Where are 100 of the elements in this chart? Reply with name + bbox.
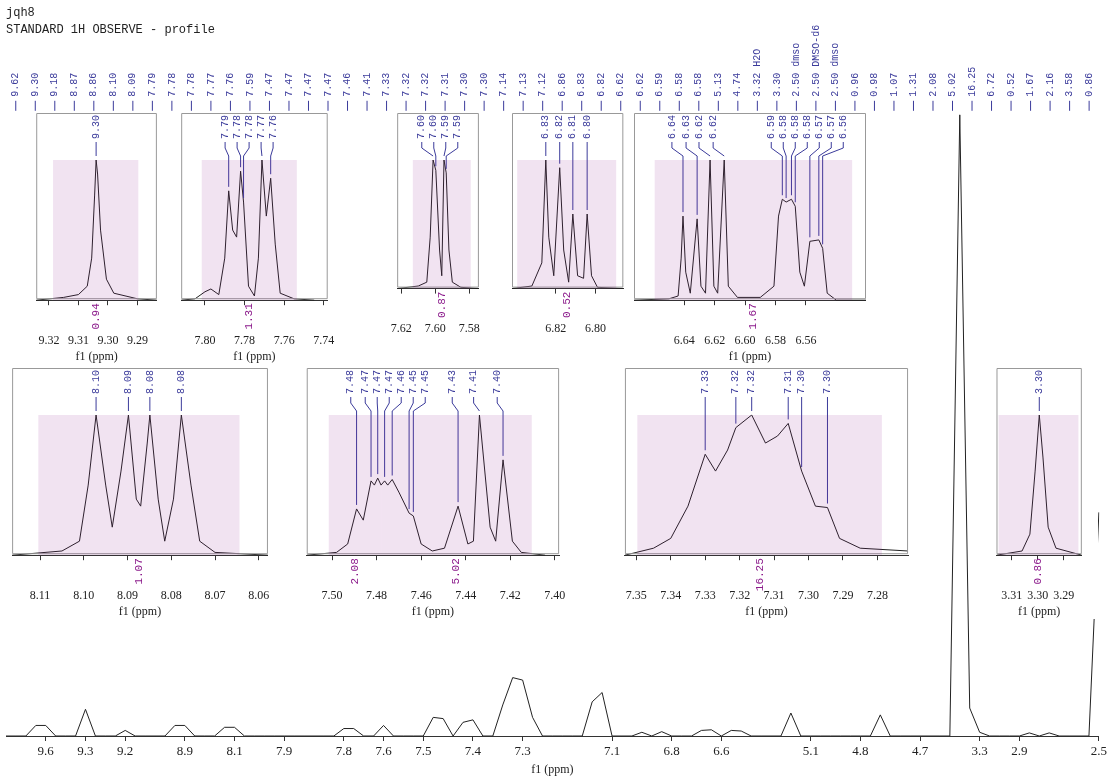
annotation: 7.43 xyxy=(446,369,458,394)
band-label: 2.08 xyxy=(348,558,361,585)
text: 7.30 xyxy=(478,72,490,97)
x-tick-label: 7.8 xyxy=(335,743,352,759)
annotation: 3.30 xyxy=(1033,369,1045,394)
text: 5.02 xyxy=(947,72,959,97)
x-tick-label: 8.9 xyxy=(176,743,193,759)
x-axis-title: f1 (ppm) xyxy=(118,603,162,618)
x-tick-label: 7.44 xyxy=(455,587,477,602)
text: 6.58 xyxy=(673,72,685,97)
text: 9.30 xyxy=(29,72,41,97)
annotation: 7.60 xyxy=(416,114,428,139)
annotation: 6.83 xyxy=(540,114,552,139)
x-tick-label: 3.29 xyxy=(1053,587,1075,602)
x-tick-label: 7.6 xyxy=(375,743,393,759)
text: 2.50 dmso xyxy=(791,42,803,97)
text: 7.79 xyxy=(147,72,159,97)
text: 6.72 xyxy=(986,72,998,97)
annotation: 7.33 xyxy=(699,369,711,394)
x-tick-label: 7.76 xyxy=(273,332,295,347)
text: 6.86 xyxy=(556,72,568,97)
annotation: 6.58 xyxy=(789,114,801,139)
annotation: 7.76 xyxy=(267,114,279,139)
text: 8.86 xyxy=(88,72,100,97)
x-tick-label: 7.62 xyxy=(390,320,412,335)
text: 7.32 xyxy=(420,72,432,97)
x-axis-title: f1 (ppm) xyxy=(233,348,276,363)
x-tick-label: 4.8 xyxy=(852,743,869,759)
text: 8.10 xyxy=(107,72,119,97)
annotation: 7.32 xyxy=(730,369,742,394)
x-tick-label: 6.64 xyxy=(673,332,695,347)
x-tick-label: 9.31 xyxy=(67,332,89,347)
text: 6.83 xyxy=(576,72,588,97)
x-tick-label: 8.11 xyxy=(29,587,51,602)
x-tick-label: 6.62 xyxy=(704,332,726,347)
annotation: 7.30 xyxy=(796,369,808,394)
text: 8.87 xyxy=(68,72,80,97)
x-tick-label: 7.78 xyxy=(234,332,256,347)
annotation: 7.45 xyxy=(407,369,419,394)
x-tick-label: 7.1 xyxy=(603,743,621,759)
text: 7.41 xyxy=(361,72,373,97)
x-tick-label: 9.29 xyxy=(126,332,148,347)
x-tick-label: 7.31 xyxy=(763,587,785,602)
x-tick-label: 4.7 xyxy=(911,743,929,759)
text: 7.78 xyxy=(186,72,198,97)
text: 0.86 xyxy=(1083,72,1095,97)
text: 7.14 xyxy=(498,72,510,97)
annotation: 6.63 xyxy=(680,114,692,139)
x-tick-label: 6.56 xyxy=(795,332,817,347)
x-tick-label: 7.40 xyxy=(544,587,566,602)
text: 1.31 xyxy=(908,72,920,97)
text: 7.47 xyxy=(322,72,334,97)
x-axis-title: f1 (ppm) xyxy=(1018,603,1061,618)
band-label: 0.52 xyxy=(560,291,573,319)
annotation: 7.77 xyxy=(255,114,267,139)
text: 7.47 xyxy=(283,72,295,97)
x-tick-label: 3.31 xyxy=(1001,587,1023,602)
x-tick-label: 7.42 xyxy=(499,587,521,602)
annotation: 8.08 xyxy=(144,369,156,394)
x-tick-label: 8.09 xyxy=(117,587,139,602)
text: 2.50 DMSO-d6 xyxy=(810,24,822,97)
band-label: 1.07 xyxy=(132,558,145,585)
x-tick-label: 8.07 xyxy=(204,587,226,602)
text: 6.59 xyxy=(654,72,666,97)
annotation: 6.80 xyxy=(581,114,593,139)
annotation: 7.32 xyxy=(746,369,758,394)
annotation: 7.47 xyxy=(359,369,371,394)
annotation: 6.57 xyxy=(813,114,825,139)
annotation: 7.40 xyxy=(491,369,503,394)
x-tick-label: 7.9 xyxy=(276,743,293,759)
text: 2.50 dmso xyxy=(830,42,842,97)
annotation: 6.81 xyxy=(567,114,579,139)
text: 7.33 xyxy=(381,72,393,97)
x-tick-label: 6.8 xyxy=(663,743,680,759)
x-tick-label: 9.6 xyxy=(37,743,55,759)
annotation: 7.47 xyxy=(383,369,395,394)
text: 0.98 xyxy=(869,72,881,97)
text: 7.47 xyxy=(264,72,276,97)
x-tick-label: 8.1 xyxy=(226,743,243,759)
text: 7.12 xyxy=(537,72,549,97)
x-tick-label: 7.80 xyxy=(194,332,216,347)
annotation: 7.41 xyxy=(468,369,480,394)
annotation: 7.79 xyxy=(219,114,231,139)
x-tick-label: 7.32 xyxy=(729,587,751,602)
text: 7.76 xyxy=(225,72,237,97)
x-tick-label: 7.28 xyxy=(866,587,888,602)
annotation: 7.31 xyxy=(782,369,794,394)
text: 1.67 xyxy=(1025,72,1037,97)
text: 1.07 xyxy=(888,72,900,97)
x-tick-label: 9.30 xyxy=(97,332,119,347)
text: 6.58 xyxy=(693,72,705,97)
annotation: 6.64 xyxy=(666,114,678,139)
x-tick-label: 7.5 xyxy=(415,743,432,759)
text: 6.62 xyxy=(615,72,627,97)
annotation: 6.57 xyxy=(825,114,837,139)
x-tick-label: 7.33 xyxy=(694,587,716,602)
x-tick-label: 7.74 xyxy=(313,332,335,347)
annotation: 6.58 xyxy=(777,114,789,139)
text: 7.30 xyxy=(459,72,471,97)
x-tick-label: 8.06 xyxy=(248,587,270,602)
